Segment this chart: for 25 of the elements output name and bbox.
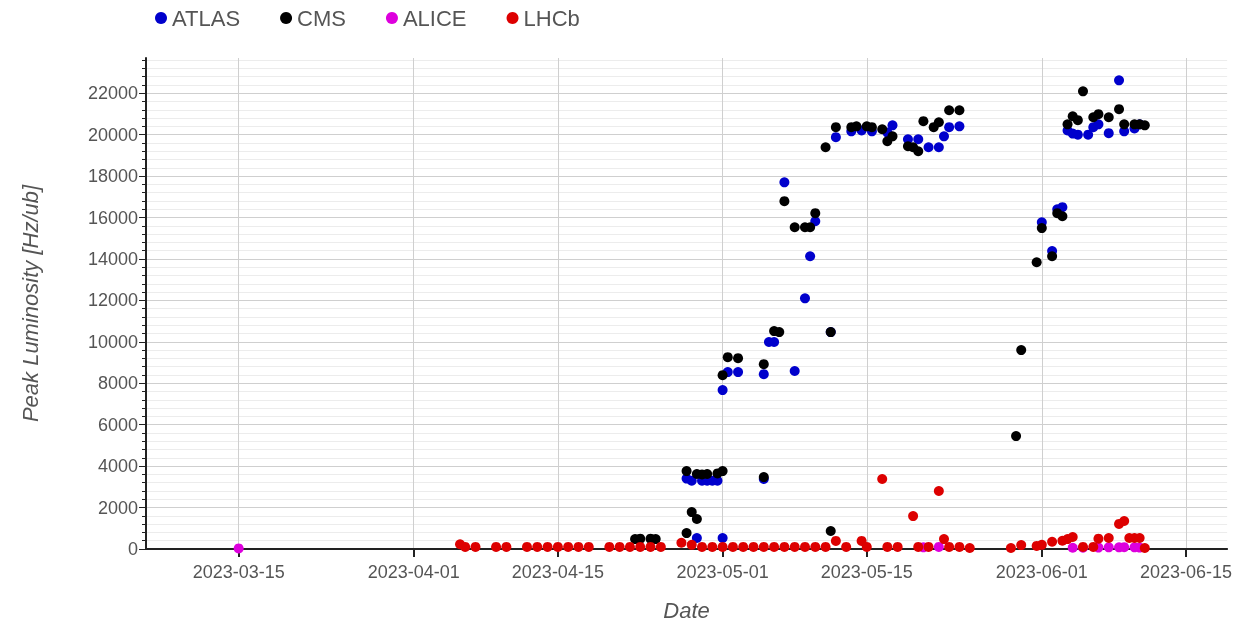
legend-label: CMS	[297, 5, 346, 31]
y-tick-label: 20000	[87, 124, 138, 145]
x-axis-title: Date	[663, 597, 710, 623]
legend-label: ATLAS	[172, 5, 241, 31]
y-tick-label: 6000	[97, 414, 138, 435]
y-tick-label: 18000	[87, 166, 138, 187]
y-tick-label: 22000	[87, 83, 138, 104]
legend-label: LHCb	[523, 5, 580, 31]
x-tick-label: 2023-06-15	[1139, 562, 1232, 582]
x-tick-label: 2023-03-15	[192, 562, 285, 582]
x-tick-label: 2023-06-01	[995, 562, 1088, 582]
x-tick-label: 2023-05-01	[676, 562, 769, 582]
y-tick-label: 8000	[97, 373, 138, 394]
legend-label: ALICE	[402, 5, 467, 31]
y-tick-label: 14000	[87, 248, 138, 269]
x-tick-label: 2023-04-15	[511, 562, 604, 582]
y-axis-title: Peak Luminosity [Hz/ub]	[17, 184, 43, 423]
y-tick-label: 12000	[87, 290, 138, 311]
x-tick-label: 2023-05-15	[820, 562, 913, 582]
y-tick-label: 4000	[97, 456, 138, 477]
y-tick-label: 16000	[87, 207, 138, 228]
y-tick-label: 10000	[87, 331, 138, 352]
y-tick-label: 2000	[97, 497, 138, 518]
x-tick-label: 2023-04-01	[367, 562, 460, 582]
y-tick-label: 0	[127, 539, 138, 559]
